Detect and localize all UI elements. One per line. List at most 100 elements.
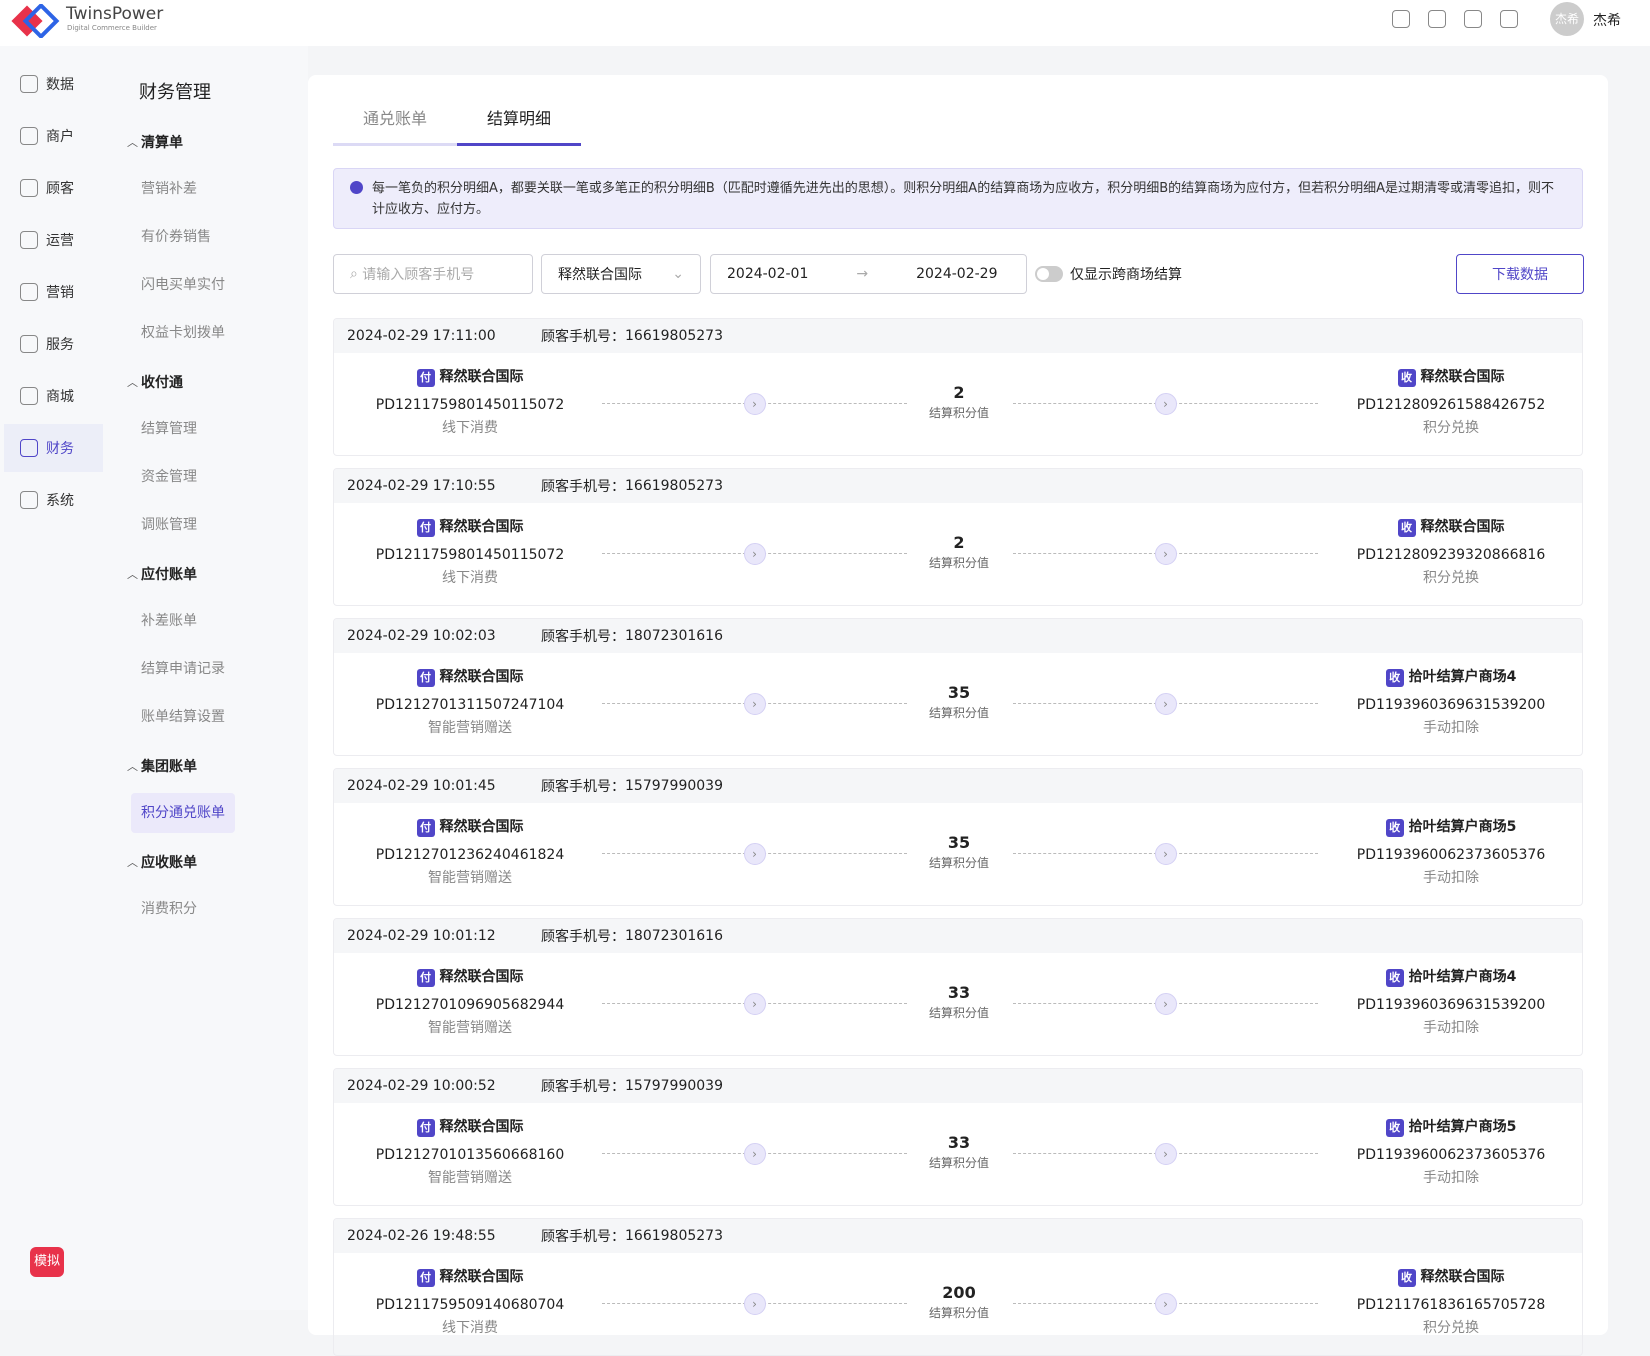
points-value: 35	[947, 683, 971, 702]
toggle[interactable]	[1035, 266, 1063, 282]
merchant-line: 收拾叶结算户商场4	[1301, 666, 1582, 687]
points-value: 200	[942, 1283, 976, 1302]
pay-party: 付释然联合国际 PD1212701311507247104 智能营销赠送	[334, 666, 620, 737]
tab[interactable]: 结算明细	[457, 105, 581, 146]
phone: 18072301616	[625, 928, 723, 944]
icon[interactable]	[1500, 10, 1518, 28]
logo	[11, 4, 60, 38]
merchant-line: 收释然联合国际	[1301, 1266, 1582, 1287]
merchant: 释然联合国际	[439, 369, 524, 385]
arrow: ›	[1154, 693, 1177, 715]
user-name[interactable]: 杰希	[1593, 13, 1621, 29]
merchant: 拾叶结算户商场4	[1408, 969, 1517, 985]
group-title[interactable]: 应收账单	[141, 855, 197, 871]
tag: 付	[416, 369, 435, 387]
group-title[interactable]: 集团账单	[141, 759, 197, 775]
nav-item[interactable]: 服务	[4, 320, 103, 368]
points-label: 结算积分值	[928, 706, 989, 720]
nav-icon	[20, 439, 38, 457]
nav-label: 数据	[46, 77, 74, 93]
receive-party: 收拾叶结算户商场4 PD1193960369631539200 手动扣除	[1301, 666, 1582, 737]
menu-item[interactable]: 账单结算设置	[141, 709, 225, 725]
arrow: ›	[1154, 1293, 1177, 1315]
group-title[interactable]: 应付账单	[141, 567, 197, 583]
points-label: 结算积分值	[928, 1156, 989, 1170]
download-button[interactable]: 下载数据	[1456, 254, 1584, 294]
menu-item[interactable]: 营销补差	[141, 181, 197, 197]
menu-item[interactable]: 补差账单	[141, 613, 197, 629]
record-header: 2024-02-29 17:11:00 顾客手机号： 16619805273	[334, 319, 1582, 353]
arrow: ›	[743, 993, 766, 1015]
receive-party: 收拾叶结算户商场5 PD1193960062373605376 手动扣除	[1301, 816, 1582, 887]
phone: 16619805273	[625, 478, 723, 494]
select[interactable]: 释然联合国际 ⌄	[541, 254, 701, 294]
group-title[interactable]: 清算单	[141, 135, 183, 151]
merchant-line: 收释然联合国际	[1301, 516, 1582, 537]
menu-item[interactable]: 调账管理	[141, 517, 197, 533]
nav-item[interactable]: 商城	[4, 372, 103, 420]
nav-item[interactable]: 顾客	[4, 164, 103, 212]
arrow: ›	[743, 843, 766, 865]
merchant: 释然联合国际	[439, 969, 524, 985]
merchant-line: 收拾叶结算户商场4	[1301, 966, 1582, 987]
menu-item[interactable]: 结算申请记录	[141, 661, 225, 677]
points: 35 结算积分值	[809, 833, 1109, 871]
menu-item[interactable]: 资金管理	[141, 469, 197, 485]
badge[interactable]: 模拟	[30, 1247, 64, 1277]
tag: 收	[1385, 819, 1404, 837]
nav-item[interactable]: 营销	[4, 268, 103, 316]
nav-icon	[20, 335, 38, 353]
avatar[interactable]: 杰希	[1550, 2, 1584, 36]
arrow: ›	[1154, 543, 1177, 565]
order-type: 手动扣除	[1423, 870, 1479, 886]
nav-label: 商城	[46, 389, 74, 405]
menu-item[interactable]: 闪电买单实付	[141, 277, 225, 293]
menu-item[interactable]: 结算管理	[141, 421, 197, 437]
nav-item[interactable]: 运营	[4, 216, 103, 264]
nav-label: 运营	[46, 233, 74, 249]
merchant: 释然联合国际	[1420, 369, 1505, 385]
tab[interactable]: 通兑账单	[333, 105, 457, 146]
icon[interactable]	[1392, 10, 1410, 28]
arrow: ›	[743, 693, 766, 715]
nav-item[interactable]: 商户	[4, 112, 103, 160]
merchant: 释然联合国际	[439, 819, 524, 835]
merchant: 释然联合国际	[1420, 519, 1505, 535]
order-no: PD1212701096905682944	[375, 997, 565, 1013]
menu-item[interactable]: 消费积分	[141, 901, 197, 917]
menu-item[interactable]: 有价券销售	[141, 229, 211, 245]
pay-party: 付释然联合国际 PD1211759801450115072 线下消费	[334, 366, 620, 437]
order-no: PD1193960062373605376	[1356, 847, 1546, 863]
notice-text: 每一笔负的积分明细A，都要关联一笔或多笔正的积分明细B（匹配时遵循先进先出的思想…	[372, 181, 1555, 217]
tag: 收	[1397, 1269, 1416, 1287]
search[interactable]: ⌕ 请输入顾客手机号	[333, 254, 533, 294]
side-nav: 数据商户 顾客运营营销 服务商城财务系统	[0, 46, 103, 1310]
date-range[interactable]: 2024-02-01 → 2024-02-29	[710, 254, 1027, 294]
merchant: 释然联合国际	[1420, 1269, 1505, 1285]
nav-item[interactable]: 系统	[4, 476, 103, 524]
merchant-line: 付释然联合国际	[334, 516, 620, 537]
arrow: ›	[743, 1143, 766, 1165]
nav-icon	[20, 75, 38, 93]
caret: ︿	[127, 136, 138, 149]
pay-party: 付释然联合国际 PD1211759509140680704 线下消费	[334, 1266, 620, 1337]
order-no: PD1212809261588426752	[1356, 397, 1546, 413]
group-title[interactable]: 收付通	[141, 375, 183, 391]
order-no: PD1212701236240461824	[375, 847, 565, 863]
record: 2024-02-29 10:02:03 顾客手机号： 18072301616 付释然联…	[333, 618, 1583, 756]
menu-item[interactable]: 权益卡划拨单	[141, 325, 225, 341]
nav-item[interactable]: 财务	[4, 424, 103, 472]
merchant: 拾叶结算户商场4	[1408, 669, 1517, 685]
icon[interactable]	[1464, 10, 1482, 28]
record: 2024-02-29 17:11:00 顾客手机号： 16619805273 付释然联…	[333, 318, 1583, 456]
record: 2024-02-26 19:48:55 顾客手机号： 16619805273 付释然联…	[333, 1218, 1583, 1356]
order-type: 线下消费	[442, 420, 498, 436]
pay-party: 付释然联合国际 PD1211759801450115072 线下消费	[334, 516, 620, 587]
merchant: 释然联合国际	[439, 669, 524, 685]
menu-item[interactable]: 积分通兑账单	[131, 793, 235, 833]
record-header: 2024-02-26 19:48:55 顾客手机号： 16619805273	[334, 1219, 1582, 1253]
nav-label: 系统	[46, 493, 74, 509]
icon[interactable]	[1428, 10, 1446, 28]
nav-item[interactable]: 数据	[4, 60, 103, 108]
order-type: 积分兑换	[1423, 420, 1479, 436]
